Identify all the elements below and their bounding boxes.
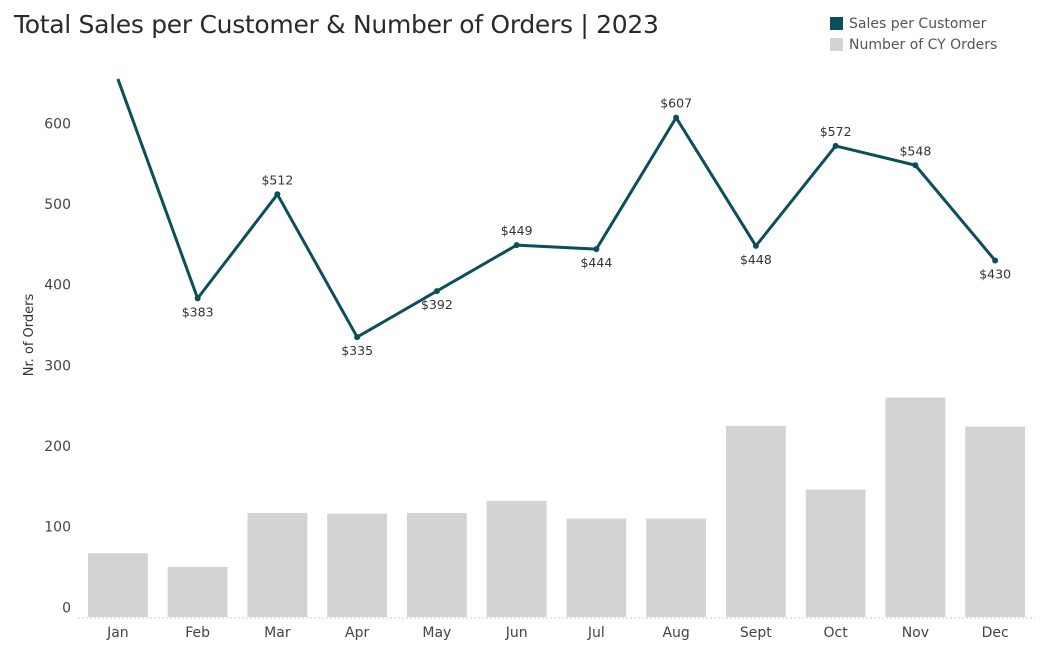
orders-bar (566, 518, 627, 617)
sales-data-label: $383 (182, 304, 214, 319)
sales-point (992, 257, 999, 264)
y-axis: 0 100 200 300 400 500 600 (44, 116, 71, 616)
sales-point (433, 288, 440, 295)
sales-data-label: $448 (740, 252, 772, 267)
x-tick-label: Apr (345, 625, 369, 641)
orders-bar (167, 566, 228, 617)
sales-point (832, 142, 839, 149)
y-axis-label: Nr. of Orders (22, 294, 37, 377)
legend-item-sales[interactable]: Sales per Customer (830, 13, 997, 34)
orders-bar (965, 426, 1026, 617)
x-tick-label: Jun (505, 625, 528, 641)
y-tick-label: 600 (44, 116, 71, 132)
sales-point (274, 191, 281, 198)
orders-bars (87, 397, 1026, 617)
legend-item-orders[interactable]: Number of CY Orders (830, 34, 997, 55)
sales-point (912, 162, 919, 169)
orders-bar (805, 489, 866, 617)
sales-point (513, 242, 520, 249)
y-tick-label: 300 (44, 358, 71, 374)
x-tick-label: Jan (106, 625, 129, 641)
sales-data-label: $572 (820, 124, 852, 139)
x-tick-label: May (422, 625, 451, 641)
legend-label-orders: Number of CY Orders (849, 36, 998, 53)
y-tick-label: 500 (44, 197, 71, 213)
y-tick-label: 200 (44, 439, 71, 455)
y-tick-label: 0 (62, 600, 71, 616)
x-tick-label: Nov (902, 625, 929, 641)
orders-bar (885, 397, 946, 617)
sales-data-label: $444 (580, 255, 612, 270)
x-axis: Jan Feb Mar Apr May Jun Jul Aug Sept Oct Nov Dec (106, 625, 1009, 641)
orders-bar (725, 425, 786, 617)
y-tick-label: 400 (44, 278, 71, 294)
sales-data-label: $335 (341, 343, 373, 358)
sales-data-label: $430 (979, 266, 1011, 281)
x-tick-label: Mar (264, 625, 291, 641)
sales-data-label: $449 (501, 223, 533, 238)
orders-bar (406, 512, 467, 617)
sales-point (752, 242, 759, 249)
sales-point (354, 334, 361, 341)
sales-line-path (116, 78, 997, 339)
x-tick-label: Dec (982, 625, 1009, 641)
sales-point (673, 114, 680, 121)
x-tick-label: Jul (587, 625, 605, 641)
x-tick-label: Aug (662, 625, 689, 641)
sales-data-label: $392 (421, 297, 453, 312)
x-tick-label: Oct (824, 625, 849, 641)
y-tick-label: 100 (44, 520, 71, 536)
legend-label-sales: Sales per Customer (849, 15, 987, 32)
legend-swatch-orders (830, 38, 843, 51)
orders-bar (486, 500, 547, 617)
x-tick-label: Feb (185, 625, 210, 641)
orders-bar (247, 512, 308, 617)
chart-title: Total Sales per Customer & Number of Ord… (14, 10, 659, 39)
legend: Sales per Customer Number of CY Orders (830, 13, 997, 55)
sales-point (194, 295, 201, 302)
legend-swatch-sales (830, 17, 843, 30)
sales-data-label: $607 (660, 96, 692, 111)
orders-bar (646, 518, 707, 617)
sales-data-labels: $383 $512 $335 $392 $449 $444 $607 $448 $572 $548… (182, 96, 1011, 358)
orders-bar (87, 553, 148, 617)
sales-data-label: $512 (261, 172, 293, 187)
sales-line (116, 78, 999, 341)
sales-data-label: $548 (899, 143, 931, 158)
x-tick-label: Sept (740, 625, 772, 641)
orders-bar (327, 513, 388, 617)
sales-point (593, 246, 600, 253)
